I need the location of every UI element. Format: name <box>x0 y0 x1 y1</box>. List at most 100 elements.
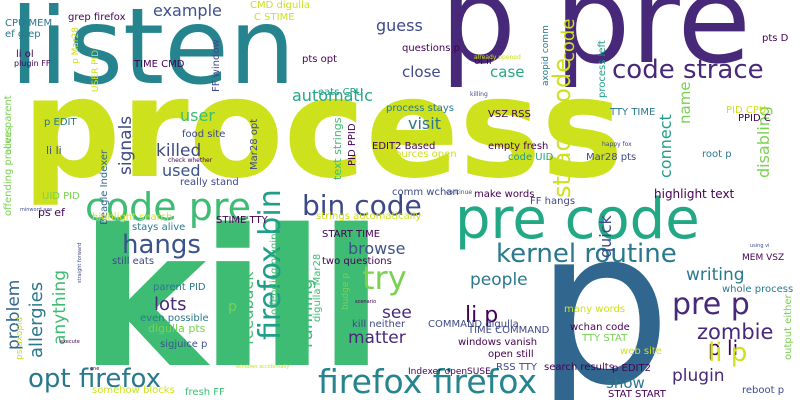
cloud-word: ef grep <box>5 29 41 40</box>
cloud-word: code UID <box>508 152 554 163</box>
cloud-word: budge p <box>341 273 351 310</box>
cloud-word: TTY STAT <box>582 333 628 344</box>
cloud-word: zombie <box>697 320 774 344</box>
cloud-word: try <box>362 259 407 297</box>
cloud-word: words really <box>372 132 433 143</box>
cloud-word: check whether <box>168 157 213 164</box>
cloud-word: anything <box>50 270 70 345</box>
cloud-word: show <box>606 374 645 392</box>
cloud-word: p li <box>708 336 739 360</box>
cloud-word: li p <box>465 303 499 328</box>
cloud-word: even possible <box>140 313 209 324</box>
cloud-word: see <box>382 303 412 323</box>
cloud-word: firefox firefox <box>318 362 537 400</box>
cloud-word: two questions <box>322 256 392 267</box>
cloud-word: hangs <box>122 230 201 260</box>
cloud-word: C STIME <box>254 12 295 23</box>
cloud-word: questions p <box>402 43 460 54</box>
cloud-word: CMD digulla <box>250 0 310 11</box>
cloud-word: pts opt <box>302 54 338 65</box>
cloud-word: p <box>228 299 237 315</box>
cloud-word: still eats <box>112 256 155 267</box>
cloud-word: COMMAND digulla <box>428 319 519 330</box>
cloud-word: continue <box>446 189 473 196</box>
cloud-word: writing <box>686 265 745 285</box>
cloud-word: plugin FF <box>14 59 51 68</box>
cloud-word: pre p <box>672 287 750 322</box>
cloud-word: minword axe <box>20 207 53 213</box>
cloud-word: ol li <box>474 56 492 67</box>
cloud-word: p EDIT2 <box>612 363 651 374</box>
cloud-word: Indexer openSUSE <box>408 367 491 377</box>
cloud-word: output either <box>783 294 794 360</box>
cloud-word: many words <box>564 304 626 315</box>
cloud-word: lots <box>154 294 187 315</box>
cloud-word: one <box>90 366 100 372</box>
cloud-word: opt firefox <box>28 364 162 394</box>
cloud-word: li ol <box>16 49 34 60</box>
cloud-word: feedback <box>238 271 257 346</box>
cloud-word: process <box>22 48 624 209</box>
cloud-word: ps axopid <box>15 316 25 360</box>
cloud-word: VSZ RSS <box>488 109 531 120</box>
cloud-word: li p <box>708 338 748 368</box>
cloud-word: digulla pts <box>148 322 206 335</box>
cloud-word: straight forward <box>77 242 83 283</box>
cloud-word: axopid comm <box>541 25 551 86</box>
cloud-word: web site <box>620 346 662 357</box>
cloud-word: USER PID <box>91 49 101 92</box>
cloud-word: resources open <box>380 149 457 160</box>
cloud-word: windows vanish <box>458 337 538 348</box>
cloud-word: case <box>490 63 525 81</box>
cloud-word: code pre <box>85 185 252 229</box>
cloud-word: alive parent <box>3 95 14 155</box>
cloud-word: kill neither <box>352 319 406 330</box>
cloud-word: wchan code <box>570 322 630 333</box>
cloud-word: signals <box>116 115 136 175</box>
cloud-word: guess <box>376 16 423 35</box>
cloud-word: comm wchan <box>392 187 459 198</box>
cloud-word: parent PID <box>153 282 206 293</box>
cloud-word: FF hangs <box>530 196 576 207</box>
cloud-word: execute <box>60 339 80 345</box>
cloud-word: killing <box>470 91 488 98</box>
cloud-word: browse <box>348 239 406 258</box>
cloud-word: scenario <box>355 299 377 305</box>
cloud-word: bin code <box>302 189 422 222</box>
cloud-word: PPID C <box>738 113 771 124</box>
cloud-word: offending plugin <box>269 233 280 315</box>
cloud-word: open still <box>488 349 534 360</box>
cloud-word: really stand <box>180 177 239 188</box>
cloud-word: visit <box>408 114 441 133</box>
cloud-word: quick <box>596 215 615 258</box>
cloud-word: example <box>153 1 222 20</box>
cloud-word: make words <box>474 189 535 200</box>
cloud-word: UID PID <box>42 191 80 202</box>
cloud-word: strings automatically <box>316 211 422 222</box>
cloud-word: code strace <box>612 55 764 85</box>
cloud-word: process left <box>597 40 608 98</box>
cloud-word: CPU MEM <box>5 18 53 29</box>
cloud-word: stays alive <box>132 222 186 233</box>
cloud-word: TIME CMD <box>134 59 185 70</box>
cloud-word: connect <box>656 114 675 178</box>
cloud-word: close <box>402 63 441 81</box>
cloud-word: ps ef <box>38 206 65 219</box>
cloud-word: PID PPID <box>347 123 358 166</box>
cloud-word: code <box>558 18 579 62</box>
cloud-word: FF window <box>211 39 222 92</box>
cloud-word: strace code <box>548 58 576 198</box>
cloud-word: PID CPU <box>726 105 767 116</box>
cloud-word: allergies <box>26 281 47 358</box>
cloud-word: windows accidentally <box>236 364 290 370</box>
cloud-word: pts D <box>762 33 789 44</box>
cloud-word: automatic <box>292 86 373 105</box>
cloud-word: p pre <box>440 0 752 91</box>
cloud-word: eats CPU <box>318 87 363 98</box>
cloud-word: happy fox <box>602 141 632 148</box>
cloud-word: food site <box>182 129 226 140</box>
cloud-word: reboot p <box>742 385 785 396</box>
cloud-word: TIME COMMAND <box>468 325 550 336</box>
cloud-word: TTY TIME <box>610 107 656 118</box>
cloud-word: text strings <box>331 117 344 180</box>
